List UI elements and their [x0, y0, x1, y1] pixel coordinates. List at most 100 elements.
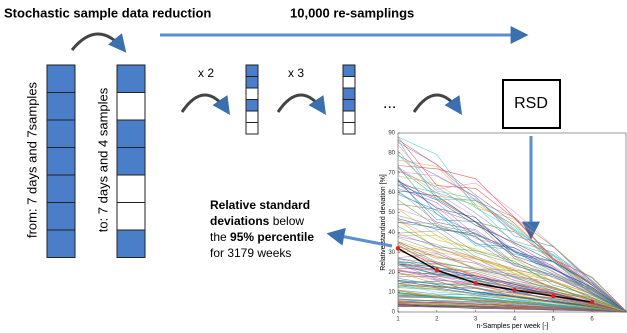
y-tick-label: 70: [388, 170, 395, 176]
percentile-point: [473, 280, 478, 286]
bootstrap-line: [397, 136, 627, 313]
bootstrap-line: [397, 215, 627, 313]
sample-cell: [342, 122, 356, 135]
note-text: below: [269, 214, 304, 228]
sample-cell: [245, 87, 259, 100]
ellipsis: ...: [383, 95, 396, 112]
sample-cell: [46, 119, 76, 148]
bootstrap-line: [397, 293, 627, 313]
bootstrap-line: [397, 136, 627, 313]
sample-cell: [342, 87, 356, 100]
sample-cell: [116, 229, 146, 258]
bootstrap-line: [397, 175, 627, 313]
sample-cell: [245, 122, 259, 135]
sample-cell: [342, 110, 356, 123]
bootstrap-line: [397, 183, 627, 313]
sample-cell: [46, 92, 76, 121]
bootstrap-line: [397, 230, 627, 313]
bootstrap-line: [397, 272, 627, 313]
x-tick-label: 6: [590, 317, 594, 323]
sample-cell: [245, 110, 259, 123]
note-text: deviations: [210, 214, 270, 228]
sample-cell: [116, 92, 146, 121]
rsd-box: [502, 79, 561, 129]
x-tick-label: 4: [513, 317, 517, 323]
plot-frame: [397, 132, 627, 313]
note-line: the 95% percentile: [210, 230, 314, 244]
bootstrap-line: [397, 236, 627, 313]
note-text: the: [210, 230, 230, 244]
curved-arrow: [276, 93, 327, 115]
y-tick-label: 20: [388, 270, 395, 276]
percentile-point: [395, 246, 401, 251]
curved-arrow: [70, 32, 127, 53]
resampling-label: 10,000 re-samplings: [290, 5, 414, 20]
y-tick-label: 80: [388, 150, 395, 156]
y-tick-label: 30: [388, 250, 395, 256]
title: Stochastic sample data reduction: [4, 5, 211, 20]
sample-cell: [342, 99, 356, 112]
sample-cell: [342, 76, 356, 89]
note-line: for 3179 weeks: [210, 246, 291, 260]
sample-cell: [116, 119, 146, 148]
sample-columns: [46, 64, 356, 258]
x-tick-label: 1: [396, 317, 400, 323]
sample-cell: [46, 147, 76, 176]
percentile-line: [397, 247, 593, 303]
bootstrap-line: [397, 144, 627, 313]
sample-cell: [245, 64, 259, 77]
percentile-point: [434, 268, 440, 273]
y-tick-label: 40: [388, 230, 395, 236]
bootstrap-line: [397, 219, 627, 313]
note-line: Relative standard: [210, 198, 310, 212]
x-tick-label: 5: [552, 317, 556, 323]
sample-cell: [245, 99, 259, 112]
x-axis-label: n-Samples per week [-]: [477, 323, 549, 330]
sample-cell: [116, 64, 146, 93]
x-tick-label: 2: [435, 317, 439, 323]
note: Relative standard deviations below the 95%…: [210, 198, 314, 260]
note-line: deviations below: [210, 214, 304, 228]
sample-cell: [46, 229, 76, 258]
bootstrap-line: [397, 226, 627, 313]
sample-cell: [116, 174, 146, 203]
note-text: Relative standard: [210, 198, 310, 212]
from-label: from: 7 days and 7samples: [24, 81, 39, 238]
sample-cell: [46, 64, 76, 93]
to-label: to: 7 days and 4 samples: [95, 87, 110, 232]
bootstrap-line: [397, 154, 627, 313]
bootstrap-line: [397, 139, 627, 313]
step-label: x 2: [198, 66, 214, 80]
curved-arrow: [412, 93, 463, 115]
bootstrap-line: [397, 171, 627, 313]
bootstrap-line: [397, 192, 627, 313]
percentile-point: [512, 287, 517, 293]
sample-cell: [342, 64, 356, 77]
bootstrap-line: [397, 193, 627, 313]
sample-cell: [245, 76, 259, 89]
bootstrap-line: [397, 285, 627, 313]
chart: 0 10 20 30 40 50 60 70 80 90 1 2 3 4 5 6 n-Samples per w…: [380, 131, 627, 330]
bootstrap-line: [397, 166, 627, 313]
sample-cell: [46, 174, 76, 203]
step-label: x 3: [288, 66, 304, 80]
bootstrap-line: [397, 199, 627, 313]
y-axis-label: Relative standard deviation [%]: [380, 174, 387, 271]
x-tick-label: 3: [474, 317, 478, 323]
y-tick-label: 60: [388, 190, 395, 196]
rsd-label: RSD: [514, 95, 548, 112]
bootstrap-line: [397, 242, 627, 313]
percentile-point: [551, 293, 556, 299]
y-tick-label: 50: [388, 210, 395, 216]
bootstrap-line: [397, 275, 627, 313]
curved-arrow: [180, 93, 231, 115]
y-tick-label: 0: [392, 310, 396, 316]
bootstrap-line: [397, 301, 627, 313]
sample-cell: [46, 202, 76, 231]
y-tick-label: 90: [388, 131, 395, 137]
y-tick-label: 10: [388, 290, 395, 296]
arrow: [326, 227, 393, 248]
sample-cell: [116, 147, 146, 176]
note-text: 95% percentile: [230, 230, 314, 244]
